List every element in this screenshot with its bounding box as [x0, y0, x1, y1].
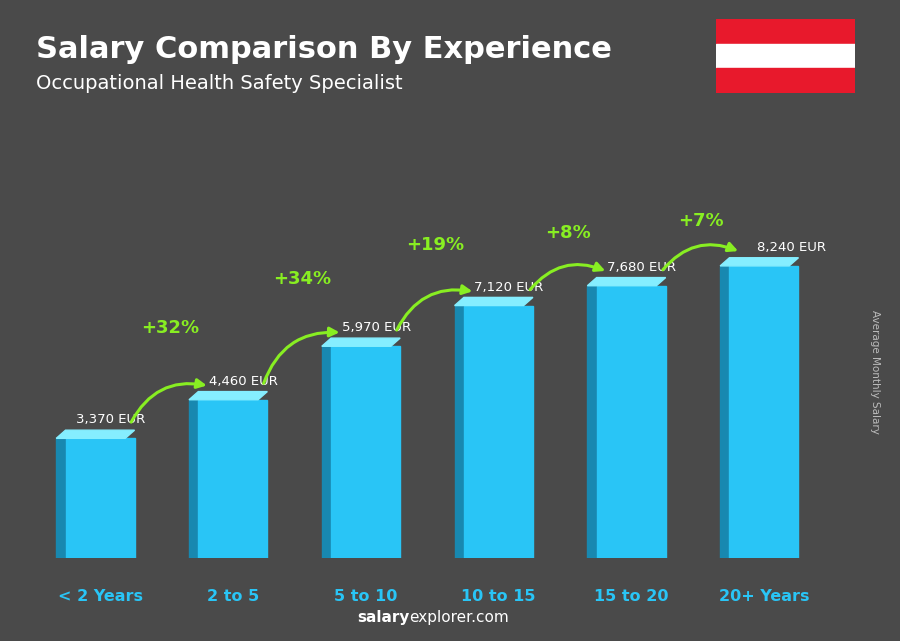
Bar	[198, 400, 267, 558]
Bar	[597, 286, 666, 558]
Bar	[454, 306, 464, 558]
Bar	[331, 346, 400, 558]
Text: 4,460 EUR: 4,460 EUR	[209, 375, 278, 388]
Bar	[716, 19, 855, 44]
Text: Occupational Health Safety Specialist: Occupational Health Safety Specialist	[36, 74, 402, 93]
Text: explorer.com: explorer.com	[410, 610, 509, 625]
Text: 5,970 EUR: 5,970 EUR	[342, 321, 410, 335]
Polygon shape	[189, 392, 267, 400]
Text: +8%: +8%	[545, 224, 591, 242]
Bar	[716, 44, 855, 69]
Polygon shape	[454, 297, 533, 306]
Text: 7,680 EUR: 7,680 EUR	[608, 261, 676, 274]
Bar	[720, 266, 729, 558]
Text: 8,240 EUR: 8,240 EUR	[757, 241, 826, 254]
Text: Average Monthly Salary: Average Monthly Salary	[869, 310, 880, 434]
Text: +19%: +19%	[406, 237, 464, 254]
Text: 10 to 15: 10 to 15	[461, 589, 536, 604]
Bar	[729, 266, 798, 558]
Text: 7,120 EUR: 7,120 EUR	[474, 281, 544, 294]
Bar	[66, 438, 135, 558]
Bar	[588, 286, 597, 558]
Bar	[464, 306, 533, 558]
Polygon shape	[720, 258, 798, 266]
Polygon shape	[588, 278, 666, 286]
Text: +32%: +32%	[140, 319, 199, 337]
Text: 5 to 10: 5 to 10	[334, 589, 397, 604]
Text: salary: salary	[357, 610, 410, 625]
Text: 20+ Years: 20+ Years	[719, 589, 809, 604]
Polygon shape	[322, 338, 400, 346]
Text: < 2 Years: < 2 Years	[58, 589, 142, 604]
Polygon shape	[56, 430, 135, 438]
Text: 15 to 20: 15 to 20	[594, 589, 669, 604]
Text: +34%: +34%	[274, 270, 331, 288]
Text: Salary Comparison By Experience: Salary Comparison By Experience	[36, 35, 612, 64]
Text: 3,370 EUR: 3,370 EUR	[76, 413, 146, 426]
Bar	[56, 438, 66, 558]
Bar	[189, 400, 198, 558]
Bar	[322, 346, 331, 558]
Text: 2 to 5: 2 to 5	[207, 589, 259, 604]
Bar	[716, 69, 855, 93]
Text: +7%: +7%	[678, 212, 724, 229]
